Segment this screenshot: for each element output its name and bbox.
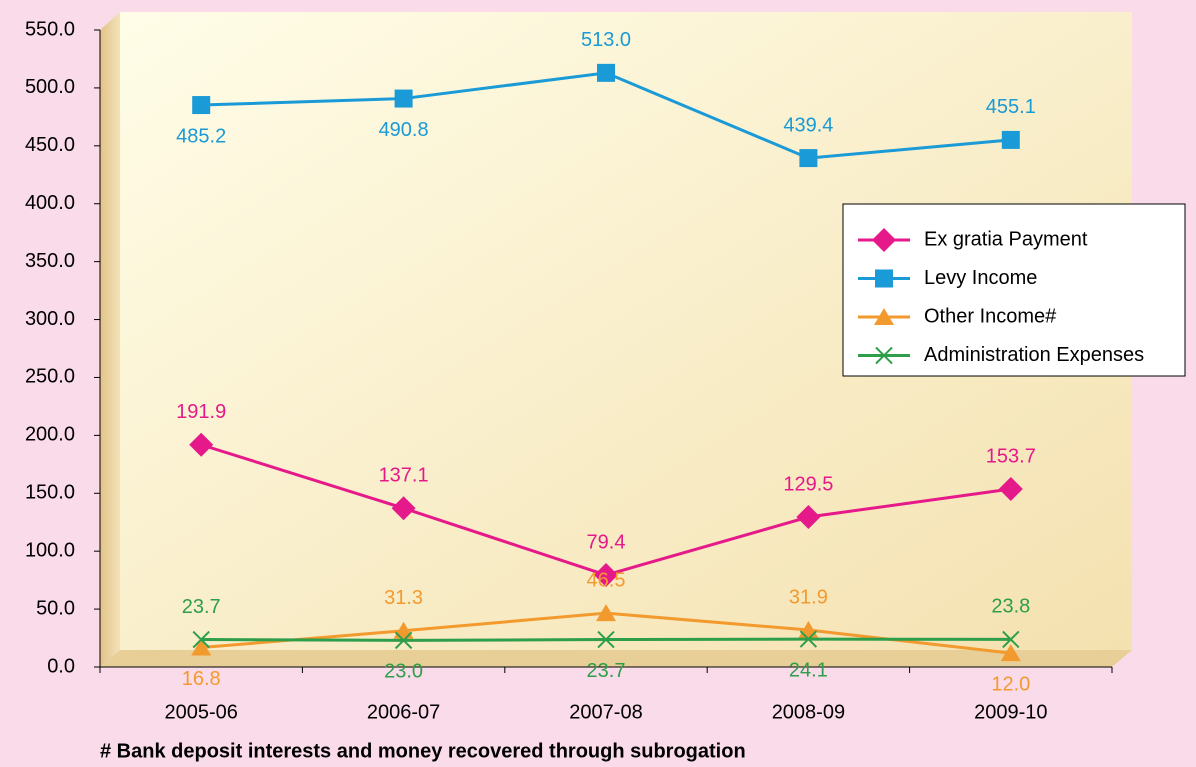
data-label: 23.8 [991,596,1030,618]
data-label: 31.3 [384,587,423,609]
y-tick-label: 50.0 [36,597,75,619]
data-point [189,432,214,457]
data-point [192,630,210,649]
x-tick-label: 2007-08 [569,701,642,723]
y-tick-label: 300.0 [25,308,75,330]
data-label: 513.0 [581,29,631,51]
data-point [597,63,615,82]
legend [842,203,1186,377]
side-wall [100,12,120,667]
y-tick-label: 100.0 [25,539,75,561]
data-label: 46.5 [587,569,626,591]
y-tick-label: 400.0 [25,192,75,214]
y-tick-label: 250.0 [25,366,75,388]
x-tick-label: 2008-09 [772,701,845,723]
data-point [796,505,821,530]
back-wall [120,12,1132,650]
data-label: 23.7 [182,596,221,618]
y-tick-label: 200.0 [25,424,75,446]
data-label: 12.0 [991,673,1030,695]
data-point [799,149,818,168]
x-tick-label: 2009-10 [974,701,1047,723]
data-point [192,96,211,115]
legend-swatch [874,308,894,325]
data-label: 153.7 [986,445,1036,467]
data-label: 455.1 [986,96,1036,118]
footnote: # Bank deposit interests and money recov… [100,740,746,762]
data-point [1001,130,1020,149]
data-point [1002,630,1020,649]
y-tick-label: 350.0 [25,250,75,272]
floor [100,650,1132,667]
data-label: 129.5 [783,473,833,495]
x-tick-label: 2005-06 [164,701,237,723]
data-label: 79.4 [587,531,626,553]
data-point [597,630,615,649]
data-point [594,563,618,588]
data-label: 439.4 [783,114,833,136]
data-point [394,89,413,108]
data-label: 24.1 [789,659,828,681]
data-point [1000,644,1021,662]
legend-label: Ex gratia Payment [924,228,1088,250]
data-label: 23.0 [384,661,423,683]
data-label: 137.1 [379,464,429,486]
data-point [596,604,616,622]
y-tick-label: 550.0 [25,18,75,40]
y-tick-label: 0.0 [47,655,75,677]
legend-swatch [875,346,893,365]
legend-swatch [872,228,896,252]
data-label: 191.9 [176,401,226,423]
data-point [191,638,212,656]
data-label: 485.2 [176,125,226,147]
data-label: 31.9 [789,586,828,608]
data-label: 490.8 [379,119,429,141]
data-point [799,630,818,648]
legend-label: Administration Expenses [924,344,1144,366]
data-label: 16.8 [182,668,221,690]
legend-label: Levy Income [924,267,1037,289]
legend-label: Other Income# [924,305,1057,327]
x-tick-label: 2006-07 [367,701,440,723]
data-point [998,476,1023,501]
data-point [394,631,413,650]
legend-swatch [875,269,893,288]
data-point [391,496,416,521]
data-label: 23.7 [587,660,626,682]
y-tick-label: 150.0 [25,482,75,504]
y-tick-label: 450.0 [25,134,75,156]
y-tick-label: 500.0 [25,76,75,98]
